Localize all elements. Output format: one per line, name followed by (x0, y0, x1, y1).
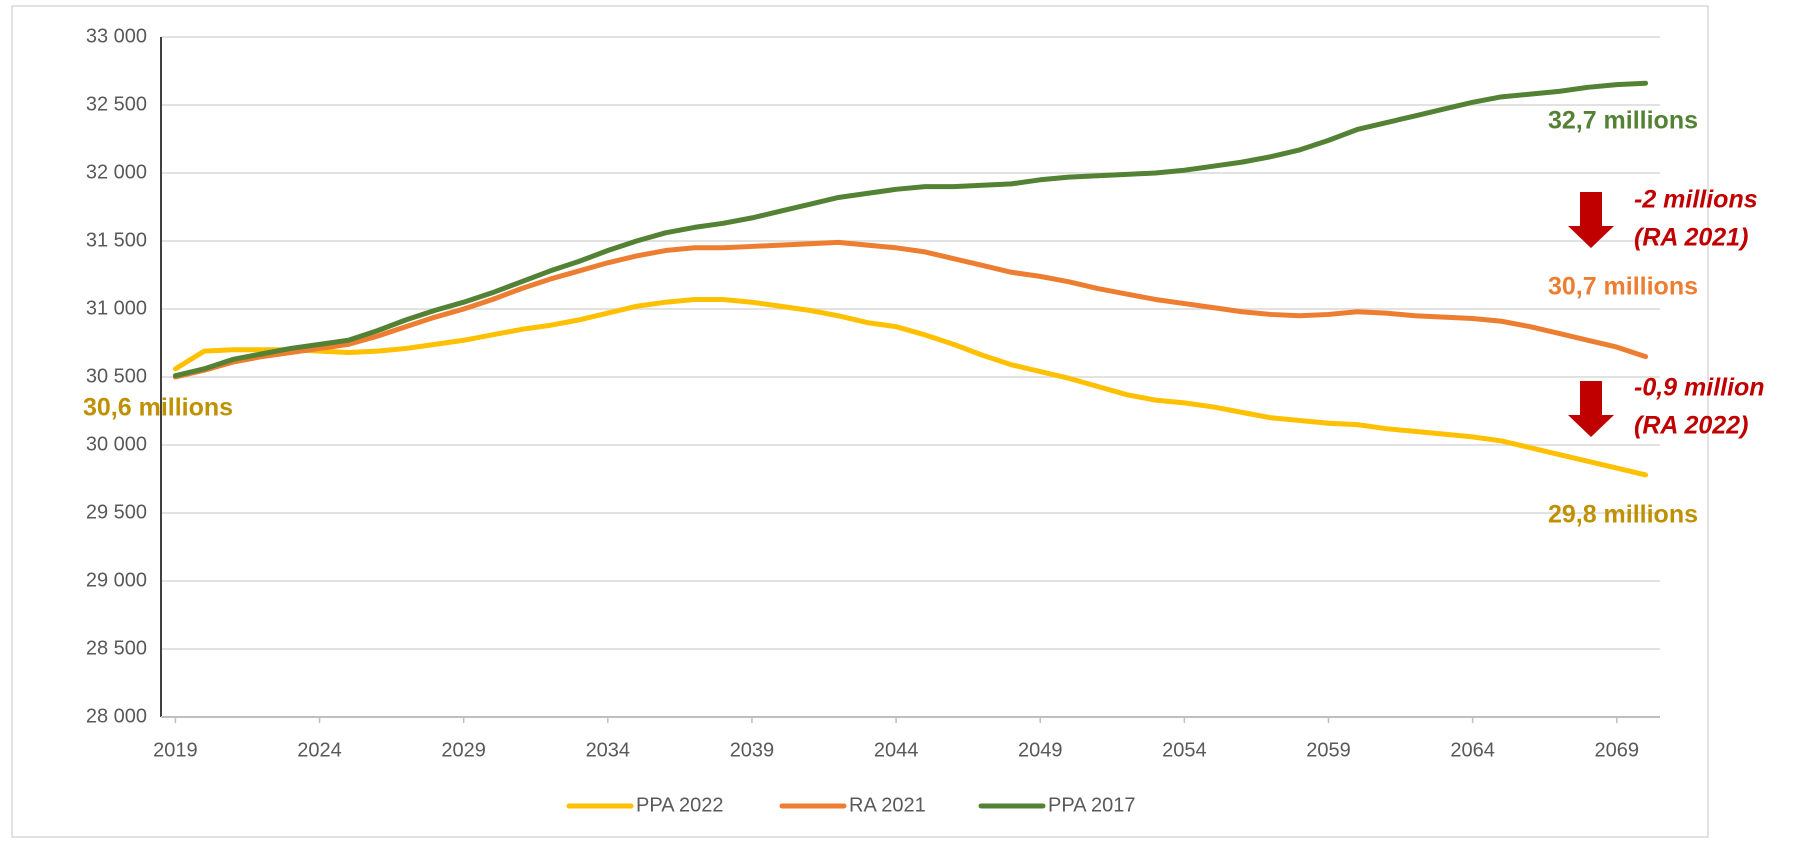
y-tick-label: 32 000 (86, 161, 147, 183)
annotation: 29,8 millions (1548, 501, 1698, 529)
annotation: 30,6 millions (83, 394, 233, 422)
x-tick-label: 2054 (1162, 739, 1207, 761)
x-tick-label: 2024 (297, 739, 342, 761)
y-tick-label: 30 000 (86, 433, 147, 455)
down-arrow (1568, 192, 1614, 248)
annotation: 32,7 millions (1548, 107, 1698, 135)
annotation: -0,9 million (1634, 374, 1765, 402)
grid (161, 36, 1660, 718)
down-arrow (1568, 381, 1614, 437)
legend: PPA 2022 RA 2021 PPA 2017 (566, 794, 1135, 816)
legend-label: PPA 2017 (1048, 794, 1135, 816)
lines (172, 80, 1649, 478)
x-tick-label: 2019 (153, 739, 198, 761)
legend-label: RA 2021 (849, 794, 926, 816)
y-tick-label: 29 500 (86, 501, 147, 523)
y-tick-label: 32 500 (86, 93, 147, 115)
y-tick-label: 28 500 (86, 637, 147, 659)
series-line (172, 239, 1649, 380)
y-tick-label: 31 000 (86, 297, 147, 319)
x-tick-label: 2064 (1450, 739, 1495, 761)
y-tick-label: 29 000 (86, 569, 147, 591)
series-line (172, 80, 1649, 379)
annotation: -2 millions (1634, 186, 1758, 214)
y-tick-label: 33 000 (86, 25, 147, 47)
chart-border (11, 5, 1709, 838)
y-tick-label: 30 500 (86, 365, 147, 387)
y-tick-label: 31 500 (86, 229, 147, 251)
annotation: (RA 2022) (1634, 412, 1748, 440)
annotations: 32,7 millions -2 millions (RA 2021) 30,7 mi… (83, 107, 1765, 529)
annotation: 30,7 millions (1548, 273, 1698, 301)
x-tick-label: 2039 (730, 739, 775, 761)
annotation: (RA 2021) (1634, 224, 1748, 252)
legend-label: PPA 2022 (636, 794, 723, 816)
x-tick-label: 2034 (586, 739, 631, 761)
y-tick-label: 28 000 (86, 705, 147, 727)
x-tick-label: 2049 (1018, 739, 1063, 761)
series-line (172, 296, 1649, 478)
x-tick-label: 2029 (441, 739, 486, 761)
axes: 28 000 28 500 29 000 29 500 30 000 30 500 31 0… (86, 25, 1660, 761)
x-tick-label: 2069 (1595, 739, 1640, 761)
x-tick-label: 2044 (874, 739, 919, 761)
x-tick-label: 2059 (1306, 739, 1351, 761)
